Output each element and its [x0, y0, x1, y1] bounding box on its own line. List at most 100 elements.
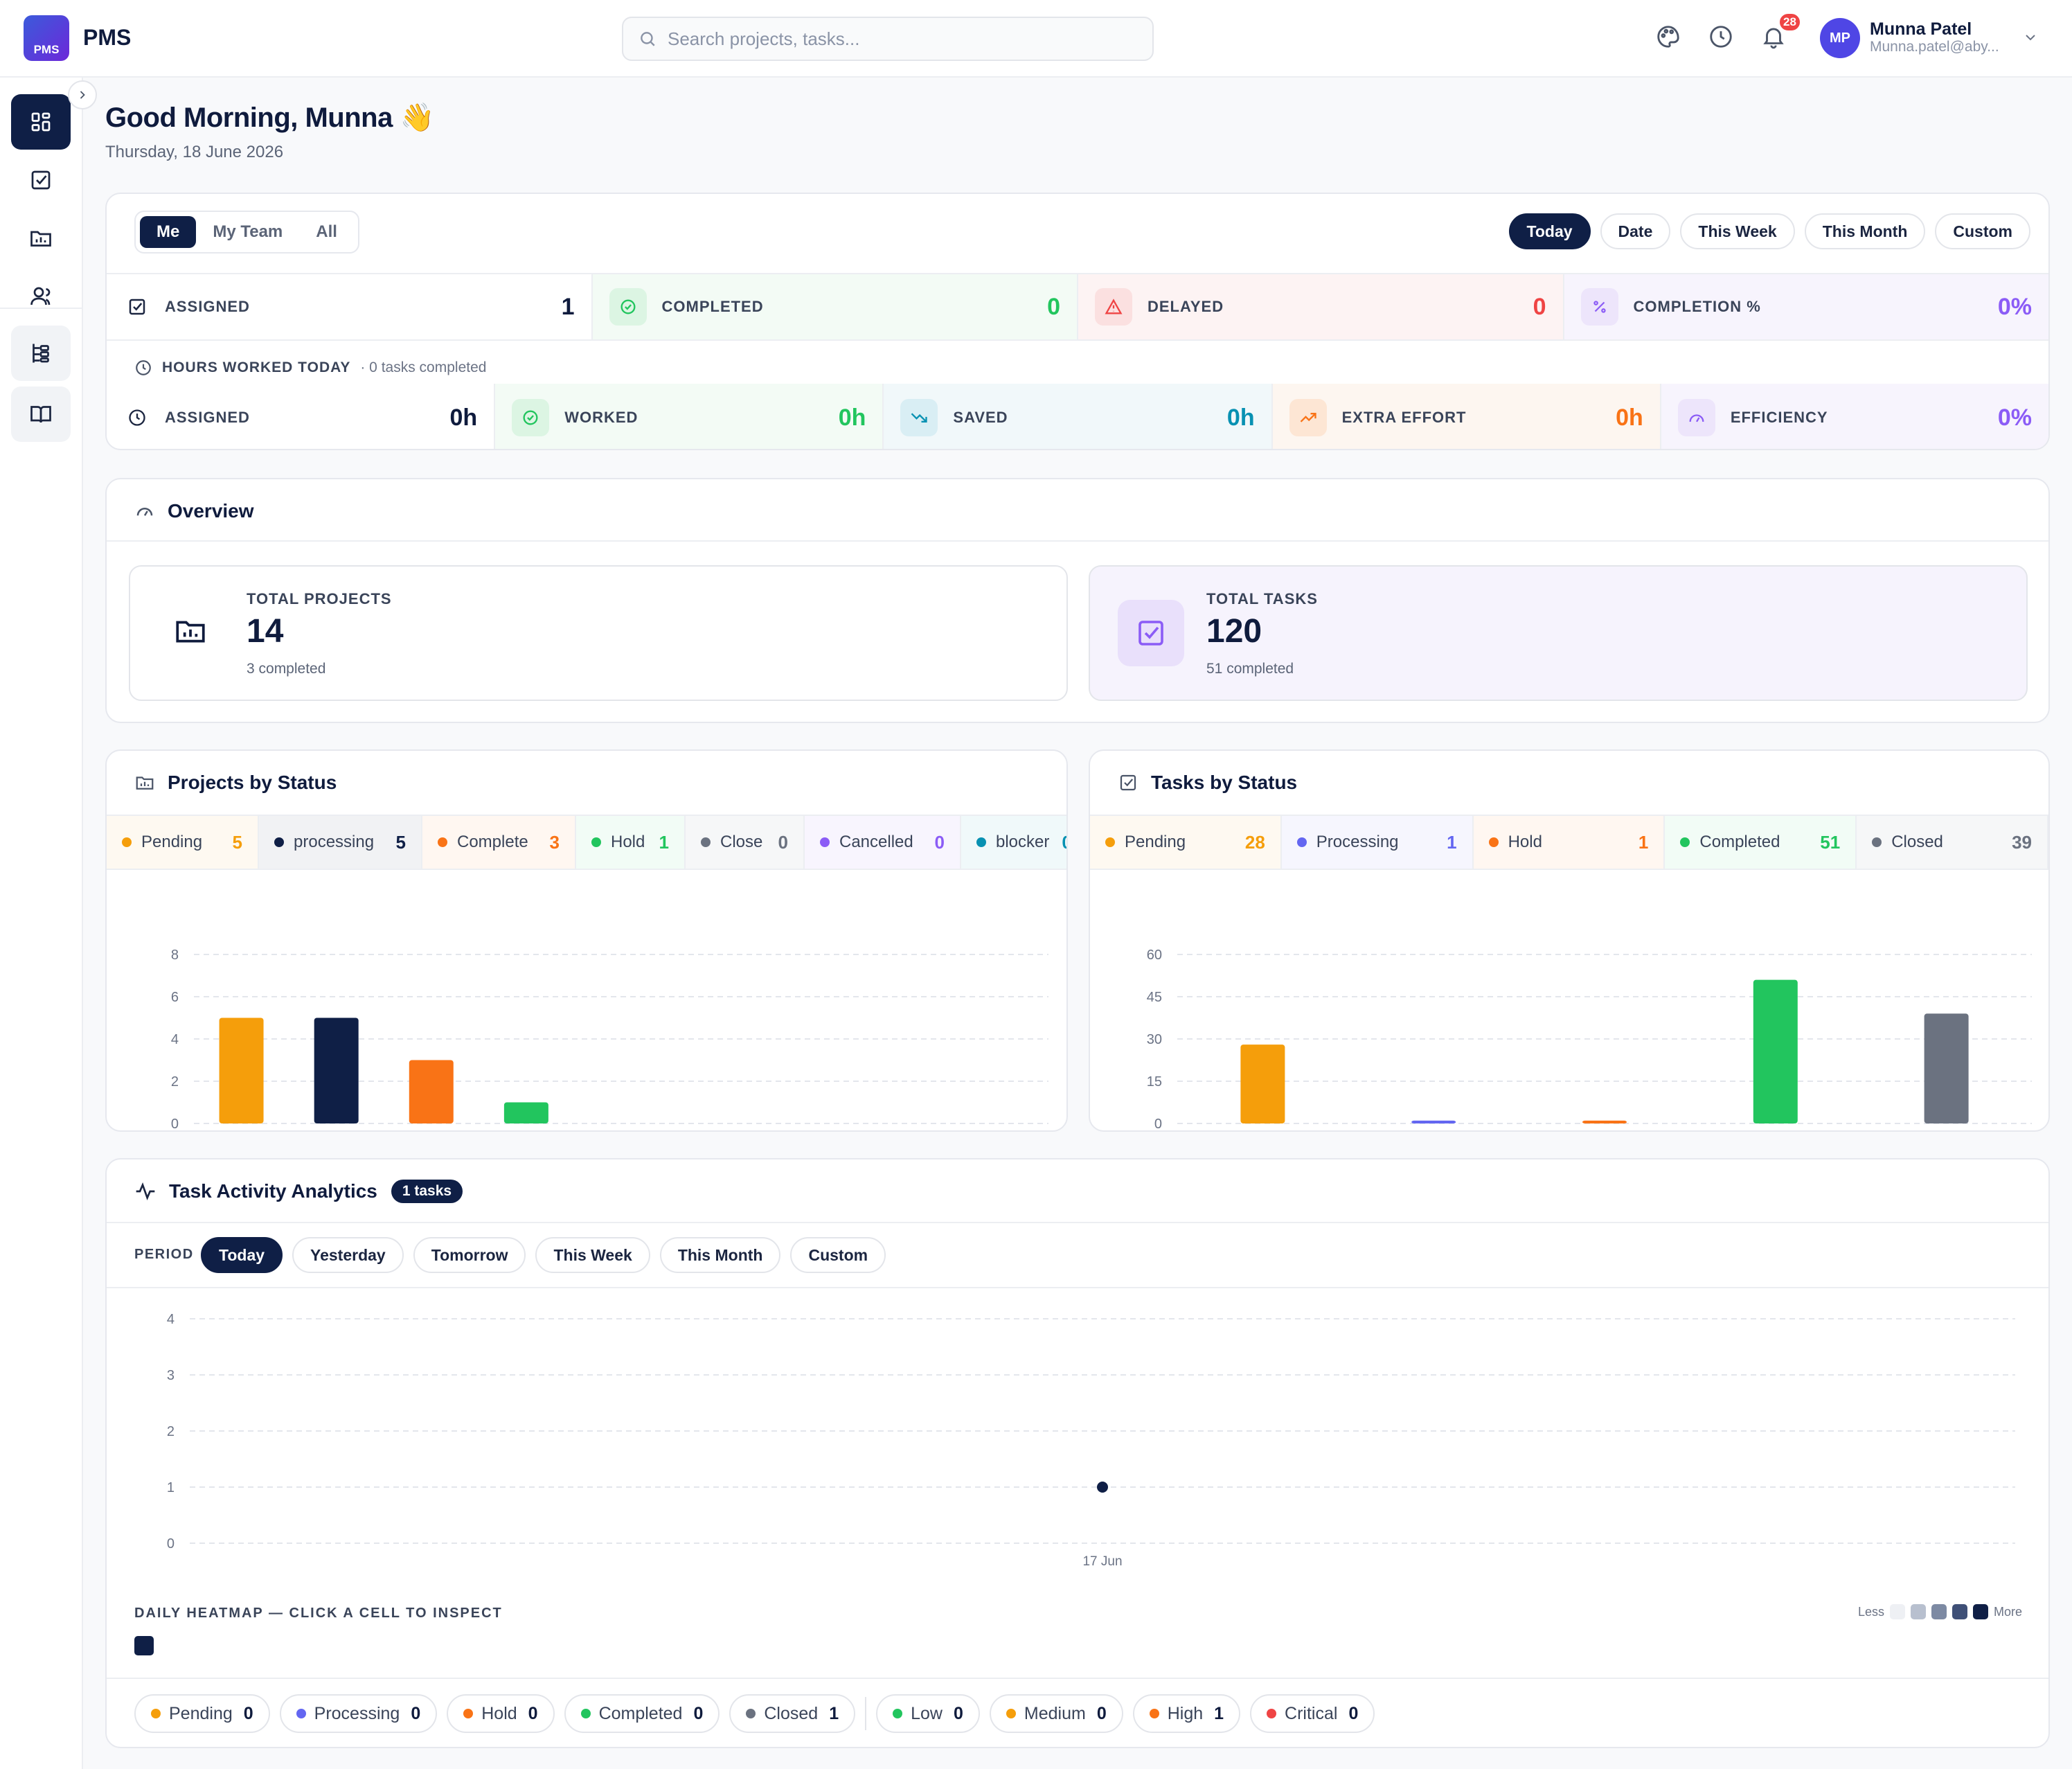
pill-value: 0 — [953, 1703, 963, 1723]
scope-my-team[interactable]: My Team — [213, 222, 283, 241]
legend-dot — [1105, 837, 1115, 847]
summary-assigned-value: 1 — [561, 293, 575, 320]
heatmap-swatch — [1931, 1604, 1947, 1619]
tasks-status-heading: Tasks by Status — [1118, 767, 1297, 798]
projects-icon — [134, 772, 155, 793]
tasks-legend-processing[interactable]: Processing 1 — [1281, 816, 1474, 869]
pill-label: Closed — [764, 1703, 819, 1723]
pill-dot — [463, 1709, 474, 1718]
pill-label: Low — [911, 1703, 943, 1723]
range-custom[interactable]: Custom — [1935, 213, 2030, 249]
projects-legend-processing[interactable]: processing 5 — [259, 816, 422, 869]
total-projects-card[interactable]: TOTAL PROJECTS 14 3 completed — [129, 565, 1068, 701]
summary-assigned-label: ASSIGNED — [165, 298, 250, 315]
pill-label: Medium — [1024, 1703, 1086, 1723]
projects-icon — [28, 226, 53, 251]
legend-dot — [701, 837, 711, 847]
period-today[interactable]: Today — [201, 1237, 283, 1273]
activity-pill-high[interactable]: High 1 — [1132, 1694, 1241, 1733]
divider — [107, 1287, 2048, 1288]
pill-dot — [296, 1709, 306, 1718]
period-custom[interactable]: Custom — [790, 1237, 886, 1273]
avatar[interactable]: MP — [1820, 18, 1860, 58]
sidebar-item-users[interactable] — [11, 269, 71, 324]
tasks-legend-closed[interactable]: Closed 39 — [1857, 816, 2048, 869]
hours-worked-label: WORKED — [564, 409, 638, 426]
legend-value: 1 — [659, 831, 669, 853]
pill-value: 0 — [1348, 1703, 1359, 1723]
heatmap-swatch — [1972, 1604, 1988, 1619]
total-tasks-label: TOTAL TASKS — [1206, 590, 1318, 607]
range-date[interactable]: Date — [1600, 213, 1671, 249]
range-this-week[interactable]: This Week — [1680, 213, 1795, 249]
bell-icon[interactable] — [1760, 24, 1787, 50]
user-name[interactable]: Munna Patel — [1870, 19, 1972, 39]
period-yesterday[interactable]: Yesterday — [292, 1237, 404, 1273]
activity-pill-critical[interactable]: Critical 0 — [1250, 1694, 1375, 1733]
legend-label: processing — [294, 833, 375, 851]
hours-worked-value: 0h — [838, 404, 866, 431]
sidebar-collapse-button[interactable] — [68, 80, 97, 109]
activity-pill-completed[interactable]: Completed 0 — [564, 1694, 720, 1733]
pill-label: Hold — [481, 1703, 517, 1723]
sidebar-item-docs[interactable] — [11, 386, 71, 442]
activity-pill-closed[interactable]: Closed 1 — [729, 1694, 856, 1733]
overview-card: Overview TOTAL PROJECTS 14 3 completed T… — [105, 478, 2050, 723]
range-today[interactable]: Today — [1508, 213, 1591, 249]
trend-down-icon — [900, 399, 938, 436]
projects-status-heading: Projects by Status — [134, 767, 337, 798]
palette-icon[interactable] — [1655, 24, 1681, 50]
trend-up-icon — [1289, 399, 1327, 436]
hours-saved-label: SAVED — [953, 409, 1008, 426]
search-bar[interactable] — [622, 17, 1154, 61]
projects-legend-cancelled[interactable]: Cancelled 0 — [805, 816, 961, 869]
period-tomorrow[interactable]: Tomorrow — [413, 1237, 526, 1273]
sidebar-item-tasks[interactable] — [11, 152, 71, 208]
app-logo[interactable]: PMS — [24, 15, 69, 61]
legend-value: 28 — [1244, 831, 1265, 853]
activity-pill-low[interactable]: Low 0 — [876, 1694, 980, 1733]
period-this-month[interactable]: This Month — [659, 1237, 781, 1273]
scope-toggle: Me My Team All — [134, 211, 359, 254]
activity-pill-pending[interactable]: Pending 0 — [134, 1694, 270, 1733]
scope-all[interactable]: All — [316, 222, 337, 241]
tasks-legend-pending[interactable]: Pending 28 — [1090, 816, 1282, 869]
chevron-right-icon — [75, 88, 89, 102]
user-email: Munna.patel@aby... — [1870, 39, 1999, 55]
check-circle-icon — [512, 399, 550, 436]
sidebar-item-projects[interactable] — [11, 211, 71, 266]
y-tick-label: 4 — [171, 1032, 179, 1047]
period-this-week[interactable]: This Week — [535, 1237, 650, 1273]
total-tasks-card[interactable]: TOTAL TASKS 120 51 completed — [1089, 565, 2028, 701]
projects-legend-pending[interactable]: Pending 5 — [107, 816, 259, 869]
chevron-down-icon[interactable] — [2022, 29, 2039, 46]
scope-me[interactable]: Me — [140, 216, 197, 248]
heatmap-title: DAILY HEATMAP — CLICK A CELL TO INSPECT — [134, 1606, 503, 1621]
pill-dot — [580, 1709, 591, 1718]
projects-legend-close[interactable]: Close 0 — [686, 816, 805, 869]
heatmap-less-label: Less — [1857, 1604, 1884, 1619]
activity-pill-hold[interactable]: Hold 0 — [447, 1694, 555, 1733]
activity-pill-medium[interactable]: Medium 0 — [989, 1694, 1123, 1733]
heatmap-more-label: More — [1993, 1604, 2022, 1619]
sidebar-item-dashboard[interactable] — [11, 94, 71, 150]
clock-icon[interactable] — [1708, 24, 1734, 50]
search-input[interactable] — [668, 28, 1138, 50]
legend-value: 0 — [934, 831, 945, 853]
bar-processing — [1411, 1120, 1456, 1123]
sidebar-item-reports[interactable] — [11, 326, 71, 381]
tasks-icon — [1118, 600, 1184, 666]
range-this-month[interactable]: This Month — [1804, 213, 1926, 249]
divider — [107, 1678, 2048, 1679]
activity-pill-processing[interactable]: Processing 0 — [279, 1694, 438, 1733]
total-projects-value: 14 — [247, 613, 284, 650]
heatmap-cell[interactable] — [134, 1636, 154, 1655]
projects-legend-complete[interactable]: Complete 3 — [422, 816, 576, 869]
tasks-legend-hold[interactable]: Hold 1 — [1473, 816, 1665, 869]
projects-legend-hold[interactable]: Hold 1 — [576, 816, 686, 869]
summary-strip: ASSIGNED 1 COMPLETED 0 DELAYED 0 COMPLET… — [107, 273, 2048, 341]
tasks-legend-completed[interactable]: Completed 51 — [1665, 816, 1857, 869]
y-tick-label: 0 — [1154, 1117, 1162, 1132]
activity-badge: 1 tasks — [391, 1180, 463, 1203]
